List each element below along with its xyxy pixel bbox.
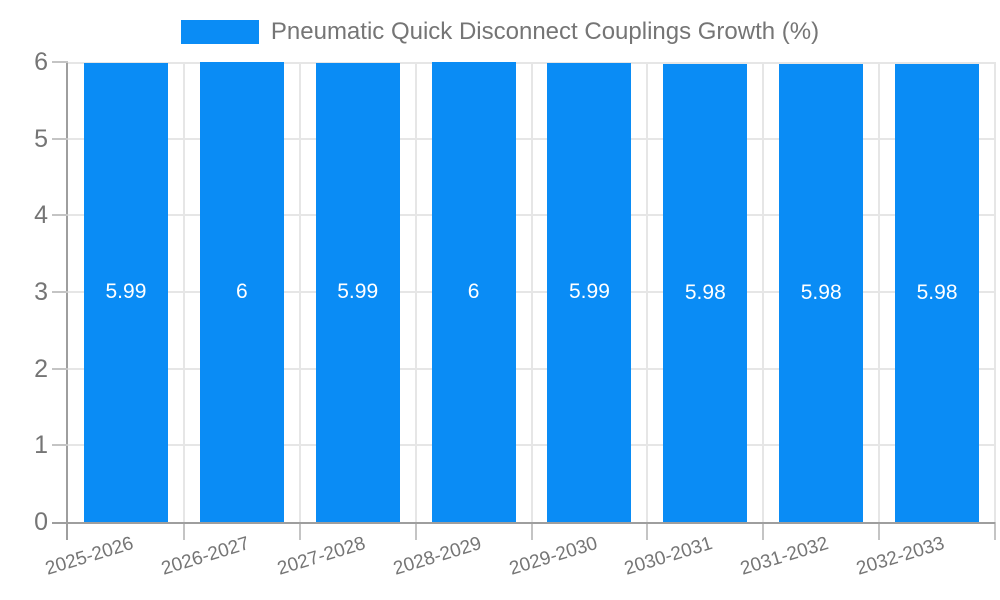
chart-legend: Pneumatic Quick Disconnect Couplings Gro… [0, 18, 1000, 46]
bar-2027-2028: 5.99 [315, 62, 400, 522]
y-axis-tick [52, 61, 68, 63]
y-axis-tick-label: 0 [34, 508, 48, 536]
bar-value-label: 5.99 [569, 280, 610, 304]
v-gridline [182, 62, 185, 522]
x-axis-label: 2025-2026 [43, 533, 137, 580]
y-axis-tick-label: 6 [34, 48, 48, 76]
bar-value-label: 6 [235, 280, 248, 303]
y-axis-line [66, 62, 68, 540]
x-axis-tick [182, 522, 185, 540]
v-gridline [646, 62, 649, 522]
v-gridline [414, 62, 417, 522]
x-axis-tick [646, 522, 649, 540]
x-axis-tick [414, 522, 417, 540]
bar-2029-2030: 5.99 [547, 62, 632, 522]
x-axis-tick [298, 522, 301, 540]
bar-value-label: 5.99 [105, 280, 147, 304]
v-gridline [878, 62, 881, 522]
x-axis-tick [530, 522, 533, 540]
x-axis-label: 2027-2028 [274, 533, 368, 580]
bar-2031-2032: 5.98 [779, 63, 864, 522]
y-axis-tick-label: 2 [34, 354, 48, 383]
x-axis-baseline [52, 522, 995, 524]
y-axis-tick-label: 4 [34, 201, 48, 230]
legend-series-label: Pneumatic Quick Disconnect Couplings Gro… [270, 18, 820, 45]
bar-value-label: 6 [467, 280, 480, 303]
x-axis-label: 2029-2030 [506, 533, 600, 580]
bar-2028-2029: 6 [431, 62, 516, 522]
bar-value-label: 5.98 [684, 280, 726, 304]
bar-value-label: 5.98 [916, 280, 958, 304]
bar-2025-2026: 5.99 [83, 62, 168, 522]
v-gridline [298, 62, 301, 522]
bar-value-label: 5.98 [800, 280, 842, 304]
bar-value-label: 5.99 [337, 280, 379, 304]
x-axis-label: 2030-2031 [622, 533, 716, 580]
v-gridline [994, 62, 996, 522]
legend-color-swatch [180, 20, 259, 44]
y-axis-tick-label: 1 [34, 431, 48, 460]
x-axis-tick [878, 522, 881, 540]
y-axis-tick-label: 3 [34, 278, 48, 306]
y-axis-tick-label: 5 [34, 124, 48, 153]
plot-area: 5.99 6 5.99 6 5.99 5.98 5.98 5.98 [68, 62, 996, 522]
v-gridline [762, 62, 765, 522]
x-axis-tick [994, 522, 996, 540]
y-axis-tick [52, 367, 68, 370]
bar-2030-2031: 5.98 [663, 63, 748, 522]
x-axis-label: 2031-2032 [738, 533, 832, 580]
y-axis-tick [52, 137, 68, 140]
x-axis-label: 2028-2029 [390, 533, 484, 580]
bar-2026-2027: 6 [199, 62, 284, 522]
bar-2032-2033: 5.98 [895, 63, 980, 522]
x-axis-tick [762, 522, 765, 540]
x-axis-label: 2032-2033 [854, 533, 948, 580]
x-axis-label: 2026-2027 [158, 533, 252, 580]
v-gridline [530, 62, 533, 522]
y-axis-tick [52, 444, 68, 447]
y-axis-tick [52, 214, 68, 217]
y-axis-tick [52, 291, 68, 293]
